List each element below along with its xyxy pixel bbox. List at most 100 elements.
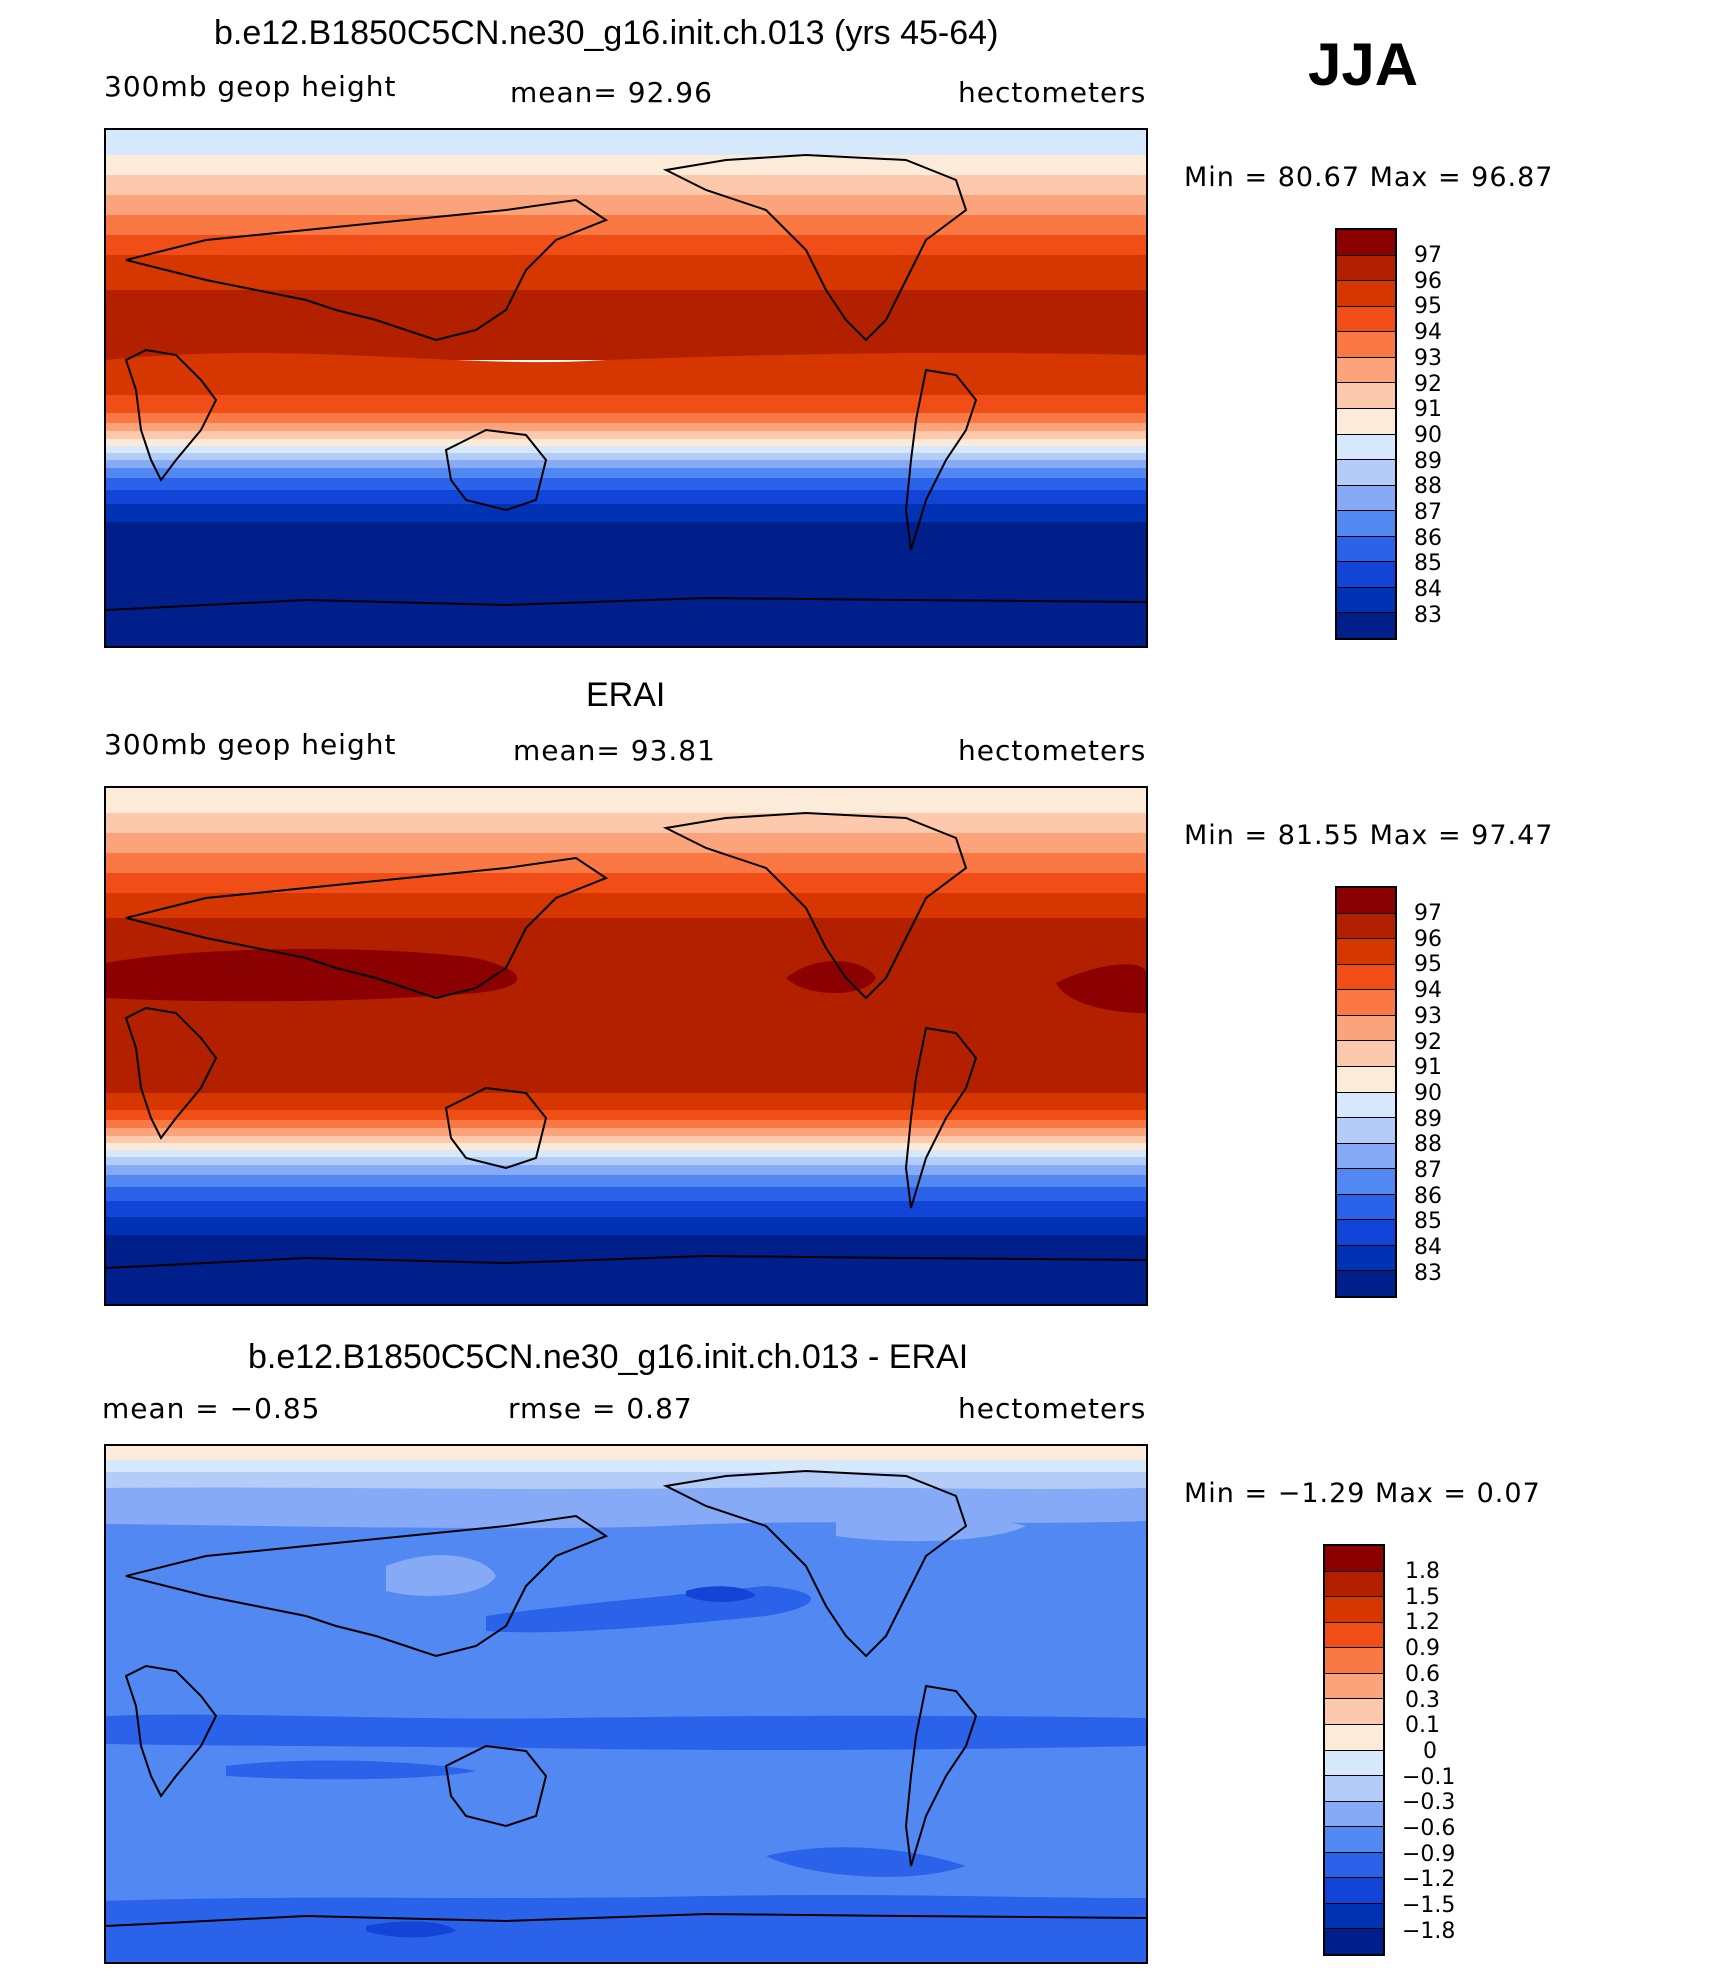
colorbar-swatch — [1325, 1673, 1383, 1700]
colorbar-swatch — [1337, 1041, 1395, 1067]
panel1-min-max: Min = 80.67 Max = 96.87 — [1184, 162, 1554, 193]
panel2-contour-svg — [106, 788, 1146, 1304]
colorbar-swatch — [1337, 281, 1395, 307]
panel1-map — [104, 128, 1148, 648]
colorbar-tick-label: 97 — [1414, 901, 1442, 926]
colorbar-swatch — [1337, 888, 1395, 914]
season-label: JJA — [1308, 31, 1419, 98]
colorbar-tick-label: 88 — [1414, 1132, 1442, 1157]
colorbar-tick-label: 85 — [1414, 551, 1442, 576]
colorbar-swatch — [1337, 1143, 1395, 1170]
colorbar-tick-label: 0.9 — [1405, 1636, 1440, 1661]
colorbar-tick-label: 91 — [1414, 1055, 1442, 1080]
panel1-variable-label: 300mb geop height — [104, 70, 397, 103]
panel2-min-max: Min = 81.55 Max = 97.47 — [1184, 820, 1554, 851]
colorbar-tick-label: 89 — [1414, 449, 1442, 474]
colorbar-tick-label: 87 — [1414, 1158, 1442, 1183]
colorbar-tick-label: −0.3 — [1402, 1790, 1456, 1815]
colorbar-tick-label: 93 — [1414, 1004, 1442, 1029]
colorbar-tick-label: −1.5 — [1402, 1893, 1456, 1918]
colorbar-tick-label: 1.8 — [1405, 1559, 1440, 1584]
colorbar-swatch — [1337, 613, 1395, 638]
colorbar-swatch — [1337, 332, 1395, 358]
colorbar-swatch — [1337, 1118, 1395, 1144]
colorbar-swatch — [1325, 1597, 1383, 1623]
panel3-map — [104, 1444, 1148, 1964]
colorbar-swatch — [1337, 536, 1395, 563]
colorbar-swatch — [1337, 562, 1395, 588]
panel2-units-label: hectometers — [958, 734, 1147, 767]
panel1-units-label: hectometers — [958, 76, 1147, 109]
colorbar-tick-label: 88 — [1414, 474, 1442, 499]
colorbar-tick-label: 87 — [1414, 500, 1442, 525]
colorbar-tick-label: −0.1 — [1402, 1765, 1456, 1790]
panel1-mean-label: mean= 92.96 — [510, 76, 713, 109]
colorbar-swatch — [1325, 1801, 1383, 1828]
colorbar-swatch — [1337, 1066, 1395, 1093]
panel3-units-label: hectometers — [958, 1392, 1147, 1425]
colorbar-tick-label: 84 — [1414, 577, 1442, 602]
colorbar-swatch — [1337, 511, 1395, 537]
colorbar-tick-label: 0 — [1423, 1739, 1437, 1764]
colorbar-tick-label: −0.9 — [1402, 1842, 1456, 1867]
colorbar-tick-label: 90 — [1414, 1081, 1442, 1106]
panel2-colorbar — [1335, 886, 1397, 1298]
colorbar-swatch — [1325, 1878, 1383, 1904]
colorbar-tick-label: 97 — [1414, 243, 1442, 268]
colorbar-swatch — [1337, 913, 1395, 940]
panel2-variable-label: 300mb geop height — [104, 728, 397, 761]
colorbar-tick-label: 86 — [1414, 1184, 1442, 1209]
colorbar-tick-label: 0.6 — [1405, 1662, 1440, 1687]
colorbar-swatch — [1325, 1827, 1383, 1853]
colorbar-swatch — [1325, 1648, 1383, 1674]
colorbar-tick-label: 92 — [1414, 372, 1442, 397]
colorbar-swatch — [1325, 1750, 1383, 1777]
colorbar-tick-label: 84 — [1414, 1235, 1442, 1260]
panel3-rmse-label: rmse = 0.87 — [508, 1392, 693, 1425]
colorbar-swatch — [1337, 485, 1395, 512]
panel1-title: b.e12.B1850C5CN.ne30_g16.init.ch.013 (yr… — [214, 14, 999, 52]
colorbar-tick-label: 92 — [1414, 1030, 1442, 1055]
panel3-min-max: Min = −1.29 Max = 0.07 — [1184, 1478, 1541, 1509]
colorbar-swatch — [1337, 939, 1395, 965]
colorbar-tick-label: −1.2 — [1402, 1867, 1456, 1892]
panel2-mean-label: mean= 93.81 — [513, 734, 716, 767]
colorbar-swatch — [1325, 1699, 1383, 1725]
colorbar-swatch — [1337, 230, 1395, 256]
colorbar-swatch — [1337, 1271, 1395, 1296]
panel2-title: ERAI — [586, 676, 666, 714]
colorbar-tick-label: 95 — [1414, 952, 1442, 977]
colorbar-swatch — [1337, 1194, 1395, 1221]
colorbar-tick-label: 83 — [1414, 1261, 1442, 1286]
colorbar-swatch — [1337, 255, 1395, 282]
colorbar-tick-label: −1.8 — [1402, 1919, 1456, 1944]
colorbar-tick-label: 93 — [1414, 346, 1442, 371]
colorbar-tick-label: 95 — [1414, 294, 1442, 319]
colorbar-swatch — [1325, 1903, 1383, 1930]
colorbar-tick-label: 96 — [1414, 269, 1442, 294]
panel3-title: b.e12.B1850C5CN.ne30_g16.init.ch.013 - E… — [248, 1338, 969, 1376]
colorbar-swatch — [1337, 460, 1395, 486]
colorbar-tick-label: 0.1 — [1405, 1713, 1440, 1738]
panel3-coastlines — [106, 1469, 1146, 1927]
colorbar-tick-label: 86 — [1414, 526, 1442, 551]
colorbar-swatch — [1337, 587, 1395, 614]
colorbar-tick-label: 91 — [1414, 397, 1442, 422]
colorbar-swatch — [1337, 1245, 1395, 1272]
panel3-mean-label: mean = −0.85 — [102, 1392, 321, 1425]
colorbar-swatch — [1337, 1092, 1395, 1119]
colorbar-swatch — [1325, 1622, 1383, 1649]
colorbar-swatch — [1325, 1852, 1383, 1879]
colorbar-tick-label: 83 — [1414, 603, 1442, 628]
panel1-colorbar — [1335, 228, 1397, 640]
colorbar-tick-label: 90 — [1414, 423, 1442, 448]
panel1-contour-svg — [106, 130, 1146, 646]
colorbar-swatch — [1337, 408, 1395, 435]
colorbar-swatch — [1325, 1546, 1383, 1572]
colorbar-swatch — [1337, 964, 1395, 991]
panel2-map — [104, 786, 1148, 1306]
colorbar-swatch — [1325, 1929, 1383, 1954]
panel1-coastlines — [106, 153, 1146, 611]
colorbar-swatch — [1337, 1220, 1395, 1246]
colorbar-tick-label: 85 — [1414, 1209, 1442, 1234]
